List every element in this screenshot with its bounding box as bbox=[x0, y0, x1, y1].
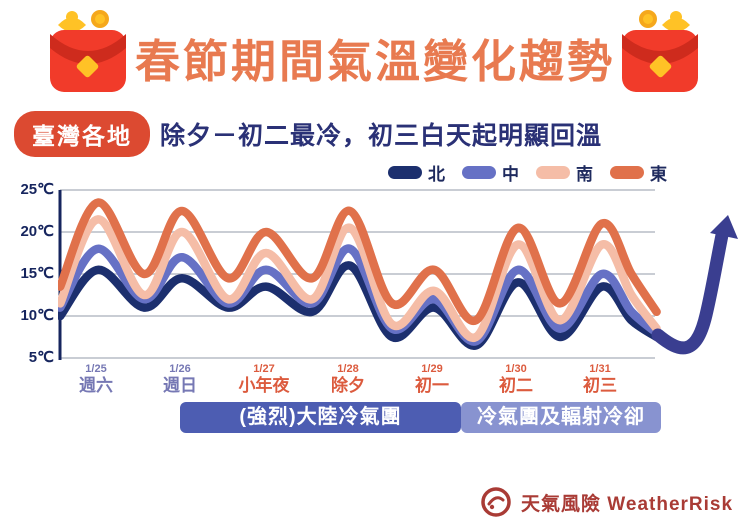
x-axis-label: 1/26 週日 bbox=[138, 363, 222, 396]
x-label-date: 1/29 bbox=[421, 363, 443, 375]
annotation-bar: (強烈)大陸冷氣團 bbox=[180, 402, 461, 433]
x-label-dayname: 週日 bbox=[163, 376, 197, 395]
x-label-dayname: 小年夜 bbox=[238, 376, 290, 395]
chart-legend: 北中南東 bbox=[388, 160, 667, 185]
brand-text-en: WeatherRisk bbox=[607, 493, 734, 515]
x-axis-label: 1/28 除夕 bbox=[306, 363, 390, 396]
series-line-中 bbox=[58, 244, 661, 346]
x-label-date: 1/30 bbox=[505, 363, 527, 375]
legend-label: 東 bbox=[650, 165, 667, 184]
subtitle-text: 除夕－初二最冷，初三白天起明顯回溫 bbox=[160, 122, 603, 150]
weatherrisk-emblem-icon bbox=[481, 487, 511, 517]
chart-series-lines bbox=[58, 198, 661, 350]
page-title: 春節期間氣溫變化趨勢 bbox=[134, 36, 615, 87]
legend-item: 南 bbox=[536, 160, 593, 185]
subtitle-row: 臺灣各地 除夕－初二最冷，初三白天起明顯回溫 bbox=[14, 111, 602, 157]
legend-swatch bbox=[536, 166, 570, 179]
red-envelope-icon bbox=[50, 10, 126, 92]
region-badge: 臺灣各地 bbox=[14, 111, 150, 157]
y-axis-tick: 20℃ bbox=[20, 223, 54, 240]
brand-logo: 天氣風險 WeatherRisk bbox=[480, 486, 733, 518]
temperature-line-chart bbox=[58, 189, 738, 360]
x-label-date: 1/31 bbox=[589, 363, 611, 375]
legend-label: 中 bbox=[502, 165, 519, 184]
series-line-南 bbox=[58, 215, 661, 342]
x-label-dayname: 初一 bbox=[415, 376, 449, 395]
annotation-bar: 冷氣團及輻射冷卻 bbox=[461, 402, 661, 433]
legend-item: 東 bbox=[610, 160, 667, 185]
x-label-date: 1/27 bbox=[253, 363, 275, 375]
series-line-北 bbox=[58, 261, 661, 350]
legend-label: 北 bbox=[428, 165, 445, 184]
x-label-date: 1/25 bbox=[85, 363, 107, 375]
y-axis-tick: 25℃ bbox=[20, 181, 54, 198]
x-label-dayname: 週六 bbox=[79, 376, 113, 395]
x-label-date: 1/26 bbox=[169, 363, 191, 375]
legend-item: 中 bbox=[462, 160, 519, 185]
legend-swatch bbox=[388, 166, 422, 179]
brand-text-cjk: 天氣風險 bbox=[521, 493, 602, 515]
x-axis-label: 1/25 週六 bbox=[54, 363, 138, 396]
legend-swatch bbox=[462, 166, 496, 179]
legend-label: 南 bbox=[576, 165, 593, 184]
x-label-dayname: 初二 bbox=[499, 376, 533, 395]
x-axis-label: 1/31 初三 bbox=[558, 363, 642, 396]
x-axis-label: 1/30 初二 bbox=[474, 363, 558, 396]
series-line-東 bbox=[58, 198, 661, 325]
y-axis-tick: 5℃ bbox=[28, 349, 54, 366]
y-axis-tick: 15℃ bbox=[20, 265, 54, 282]
brand-text: 天氣風險 WeatherRisk bbox=[521, 489, 733, 516]
legend-swatch bbox=[610, 166, 644, 179]
x-label-dayname: 除夕 bbox=[331, 376, 365, 395]
x-axis-label: 1/27 小年夜 bbox=[222, 363, 306, 396]
x-label-dayname: 初三 bbox=[583, 376, 617, 395]
red-envelope-icon bbox=[622, 10, 698, 92]
legend-item: 北 bbox=[388, 160, 445, 185]
warming-trend-arrow-icon bbox=[651, 215, 738, 355]
y-axis-tick: 10℃ bbox=[20, 307, 54, 324]
x-label-date: 1/28 bbox=[337, 363, 359, 375]
x-axis-label: 1/29 初一 bbox=[390, 363, 474, 396]
